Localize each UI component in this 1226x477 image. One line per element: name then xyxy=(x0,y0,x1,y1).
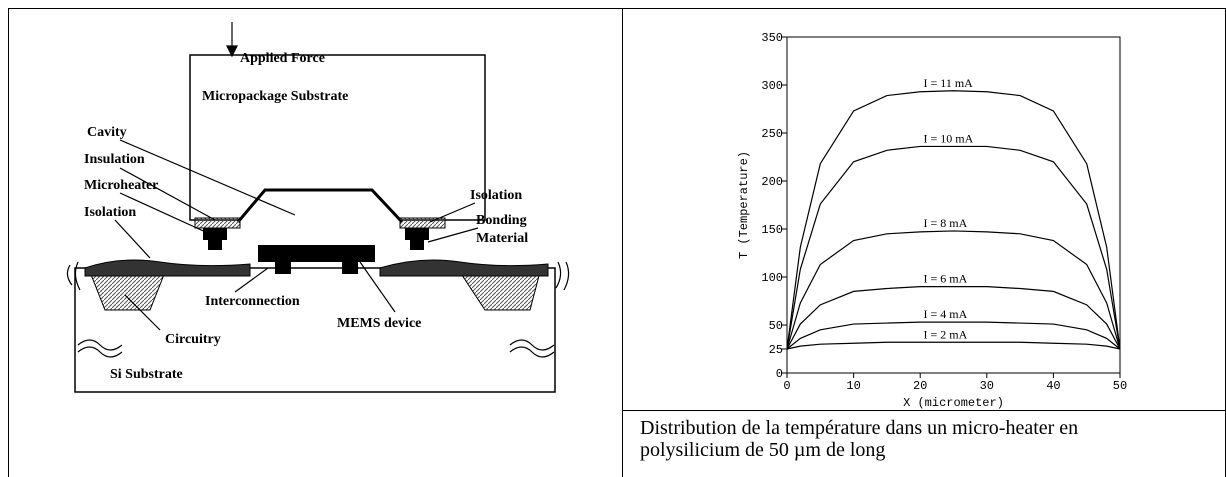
series-label: I = 6 mA xyxy=(924,272,968,286)
series-label: I = 2 mA xyxy=(924,327,968,341)
diagram-label: Microheater xyxy=(84,178,158,193)
diagram-label: Cavity xyxy=(87,125,127,140)
y-tick-label: 250 xyxy=(761,127,783,141)
y-tick-label: 350 xyxy=(761,31,783,45)
y-axis-label: T (Temperature) xyxy=(737,151,751,259)
diagram-label: Micropackage Substrate xyxy=(202,89,348,104)
diagram-label: Si Substrate xyxy=(110,367,183,382)
x-tick-label: 20 xyxy=(913,379,927,393)
y-tick-label: 200 xyxy=(761,175,783,189)
y-tick-label: 100 xyxy=(761,271,783,285)
series-line xyxy=(786,90,1121,350)
y-tick-label: 150 xyxy=(761,223,783,237)
y-tick-label: 50 xyxy=(769,319,783,333)
series-label: I = 11 mA xyxy=(924,76,974,90)
diagram-label: Circuitry xyxy=(165,332,221,347)
series-line xyxy=(786,286,1121,350)
diagram-label: MEMS device xyxy=(337,316,421,331)
series-label: I = 10 mA xyxy=(924,131,974,145)
y-tick-label: 300 xyxy=(761,79,783,93)
mems-diagram: Applied Force Micropackage Substrate Cavit… xyxy=(66,22,570,393)
diagram-label: Bonding xyxy=(476,213,527,228)
diagram-label: Isolation xyxy=(84,205,136,220)
diagram-label: Insulation xyxy=(84,152,145,167)
y-tick-label: 0 xyxy=(776,367,783,381)
series-label: I = 4 mA xyxy=(924,307,968,321)
series-line xyxy=(786,230,1121,350)
plot-frame xyxy=(786,36,1121,374)
series-line xyxy=(786,341,1121,350)
series-line xyxy=(786,321,1121,350)
series-line xyxy=(786,145,1121,350)
x-tick-label: 0 xyxy=(783,379,790,393)
series-label: I = 8 mA xyxy=(924,216,968,230)
diagram-label: Material xyxy=(476,231,528,246)
x-tick-label: 40 xyxy=(1046,379,1060,393)
x-tick-label: 10 xyxy=(846,379,860,393)
x-axis-label: X (micrometer) xyxy=(903,396,1004,410)
x-tick-label: 30 xyxy=(980,379,994,393)
x-tick-label: 50 xyxy=(1113,379,1127,393)
diagram-label: Isolation xyxy=(470,188,522,203)
diagram-label: Interconnection xyxy=(205,294,300,309)
diagram-label: Applied Force xyxy=(240,51,325,66)
caption-line: Distribution de la température dans un m… xyxy=(640,417,1078,439)
y-tick-label: 25 xyxy=(769,343,783,357)
chart: 0 25 50 100 150 200 250 300 350 0 10 20 30 40 50 X (mic… xyxy=(737,31,1127,410)
caption-line: polysilicium de 50 µm de long xyxy=(640,439,885,461)
